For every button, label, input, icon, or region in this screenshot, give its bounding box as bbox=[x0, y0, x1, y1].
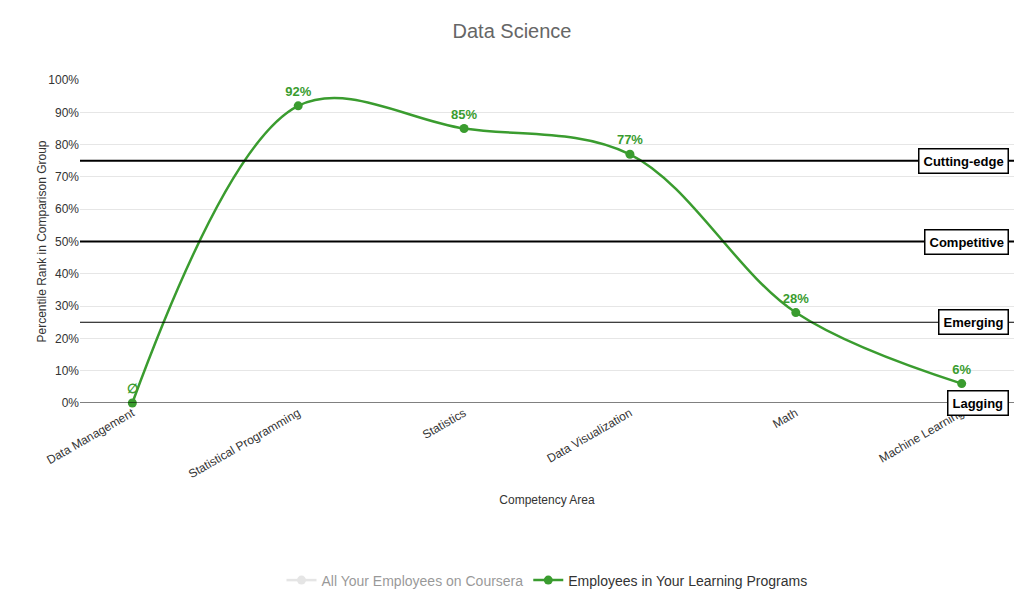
svg-text:0%: 0% bbox=[62, 396, 80, 410]
svg-text:50%: 50% bbox=[55, 235, 79, 249]
svg-text:Cutting-edge: Cutting-edge bbox=[924, 154, 1004, 169]
svg-text:92%: 92% bbox=[285, 84, 311, 99]
svg-text:∅: ∅ bbox=[127, 381, 138, 396]
svg-text:70%: 70% bbox=[55, 170, 79, 184]
svg-text:30%: 30% bbox=[55, 299, 79, 313]
svg-text:Data Science: Data Science bbox=[453, 20, 572, 42]
svg-text:10%: 10% bbox=[55, 364, 79, 378]
svg-text:Math: Math bbox=[770, 406, 800, 431]
svg-text:Competitive: Competitive bbox=[930, 235, 1004, 250]
svg-text:Lagging: Lagging bbox=[953, 396, 1004, 411]
svg-text:40%: 40% bbox=[55, 267, 79, 281]
svg-text:85%: 85% bbox=[451, 107, 477, 122]
svg-text:Data Visualization: Data Visualization bbox=[544, 406, 634, 466]
svg-text:100%: 100% bbox=[48, 73, 79, 87]
svg-text:Statistical Programming: Statistical Programming bbox=[186, 406, 303, 481]
svg-text:80%: 80% bbox=[55, 138, 79, 152]
svg-text:Competency Area: Competency Area bbox=[499, 493, 595, 507]
svg-text:Percentile Rank in Comparison: Percentile Rank in Comparison Group bbox=[35, 140, 49, 342]
svg-text:All Your Employees on Coursera: All Your Employees on Coursera bbox=[322, 573, 524, 589]
svg-text:Emerging: Emerging bbox=[944, 315, 1004, 330]
svg-text:Data Management: Data Management bbox=[44, 405, 137, 467]
svg-text:28%: 28% bbox=[783, 291, 809, 306]
svg-text:20%: 20% bbox=[55, 332, 79, 346]
svg-text:6%: 6% bbox=[952, 362, 971, 377]
svg-text:60%: 60% bbox=[55, 202, 79, 216]
svg-text:90%: 90% bbox=[55, 106, 79, 120]
svg-text:Employees in Your Learning Pro: Employees in Your Learning Programs bbox=[568, 573, 807, 589]
svg-text:Machine Learning: Machine Learning bbox=[877, 406, 967, 466]
svg-text:77%: 77% bbox=[617, 132, 643, 147]
svg-text:Statistics: Statistics bbox=[420, 406, 469, 442]
